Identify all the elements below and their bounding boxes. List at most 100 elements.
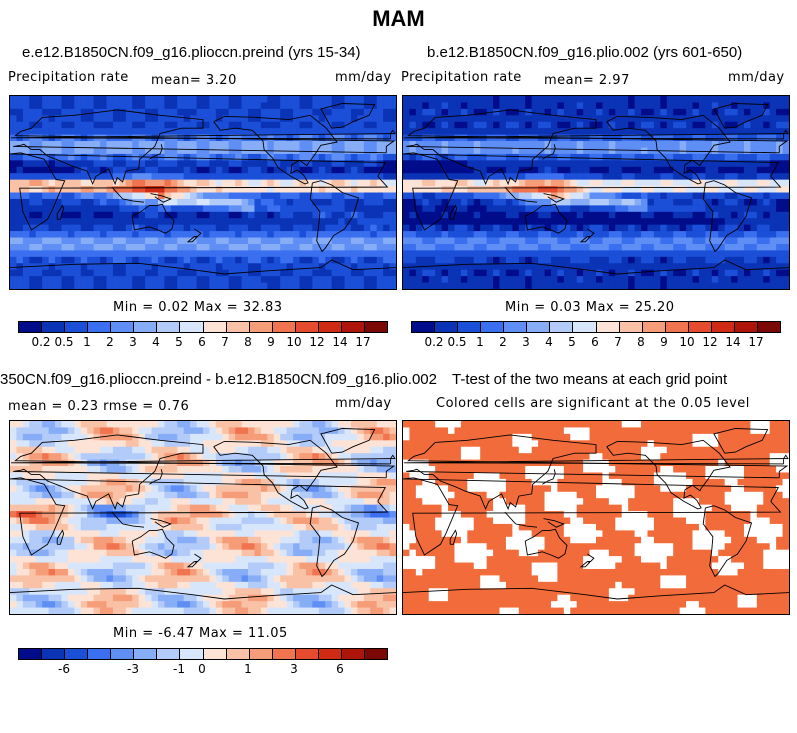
field-cell [628,121,635,129]
field-cell [602,269,610,277]
field-cell [299,231,307,238]
field-cell [254,102,262,110]
field-cell [454,237,462,245]
field-cell [106,517,114,525]
field-cell [177,186,185,193]
field-cell [493,218,500,226]
field-cell [756,237,764,245]
field-cell [441,237,449,245]
field-cell [61,224,69,232]
field-cell [145,530,152,538]
field-cell [183,243,191,251]
field-cell [74,128,82,135]
field-cell [145,446,152,454]
field-cell [621,166,629,174]
field-cell [280,231,288,238]
field-cell [763,263,771,271]
field-cell [422,166,430,174]
field-cell [422,224,430,232]
field-cell [403,102,410,110]
field-cell [222,96,230,103]
field-cell [132,466,140,473]
field-cell [344,276,352,283]
field-cell [763,211,771,219]
field-cell [550,166,558,174]
field-cell [112,186,120,193]
field-cell [100,186,107,193]
field-cell [87,498,95,506]
field-cell [363,173,371,181]
field-cell [48,121,56,129]
field-cell [183,446,191,454]
field-cell [711,231,719,238]
field-cell [743,186,751,193]
field-cell [215,166,223,174]
field-cell [209,568,217,576]
field-cell [480,218,488,226]
field-cell [286,218,294,226]
field-cell [106,446,114,454]
field-cell [260,549,268,557]
field-cell [718,231,726,238]
field-cell [428,224,436,232]
field-cell [518,115,526,123]
field-cell [42,511,49,518]
field-cell [538,147,545,155]
field-cell [409,237,417,245]
field-cell [756,276,764,283]
field-cell [698,141,706,148]
field-cell [602,108,610,116]
field-cell [769,173,777,181]
field-cell [215,498,223,506]
field-cell [293,128,300,135]
field-cell [106,491,114,499]
field-cell [737,153,745,161]
field-cell [196,250,204,258]
field-cell [16,472,24,480]
field-cell [112,607,120,614]
field-cell [737,121,745,129]
field-cell [16,530,24,538]
field-cell [203,446,210,454]
field-cell [93,96,101,103]
field-cell [318,115,326,123]
field-cell [473,115,481,123]
field-cell [480,198,488,206]
field-cell [383,256,390,264]
field-cell [93,218,101,226]
field-cell [686,121,693,129]
field-cell [254,504,262,512]
field-cell [203,276,210,283]
field-cell [280,179,288,187]
field-cell [203,263,210,271]
field-cell [499,108,507,116]
field-cell [215,427,223,435]
field-cell [132,147,140,155]
field-cell [666,205,674,213]
field-cell [750,134,758,142]
field-cell [557,205,565,213]
field-cell [737,269,745,277]
field-cell [756,147,764,155]
field-cell [673,192,681,200]
field-cell [318,250,326,258]
field-cell [538,121,545,129]
field-cell [29,173,37,181]
field-cell [170,427,178,435]
field-cell [505,121,513,129]
field-cell [177,211,185,219]
field-cell [486,218,494,226]
field-cell [679,276,687,283]
field-cell [228,186,236,193]
field-cell [203,243,210,251]
field-cell [67,128,75,135]
field-cell [196,237,204,245]
field-cell [763,276,771,283]
field-cell [177,115,185,123]
field-cell [267,256,275,264]
field-cell [608,211,616,219]
field-cell [177,237,185,245]
field-cell [112,453,120,460]
field-cell [248,282,255,289]
field-cell [22,96,30,103]
